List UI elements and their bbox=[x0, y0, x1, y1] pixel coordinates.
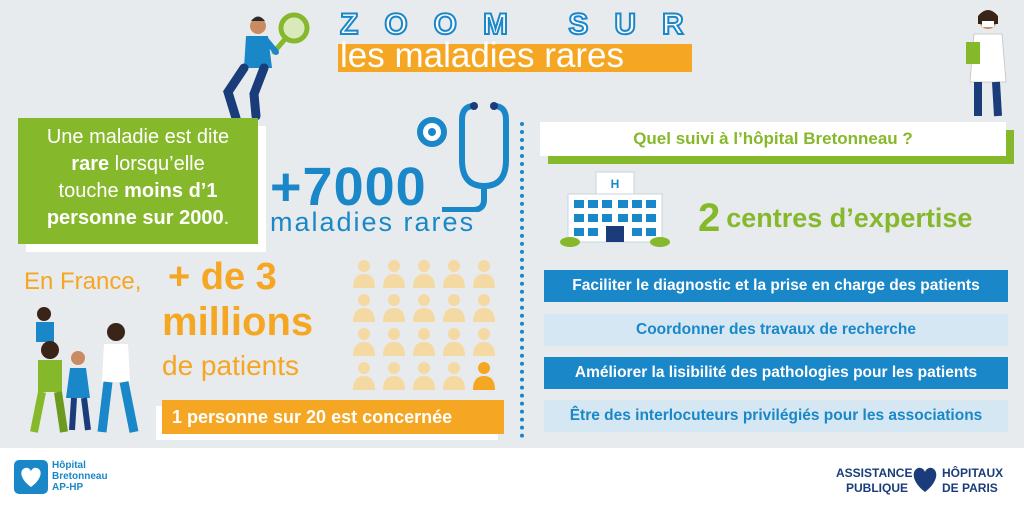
rare-word: rare bbox=[71, 153, 110, 175]
bretonneau-logo-text: Hôpital Bretonneau AP-HP bbox=[52, 460, 108, 493]
person-icon bbox=[353, 260, 375, 288]
researcher-illustration bbox=[223, 12, 310, 120]
person-icon bbox=[353, 294, 375, 322]
person-icon bbox=[383, 260, 405, 288]
section-divider bbox=[520, 122, 524, 438]
bretonneau-logo-icon bbox=[14, 460, 48, 494]
stat-7000-value: +7000 bbox=[270, 157, 427, 217]
france-unit: millions bbox=[162, 300, 314, 344]
person-icon bbox=[473, 328, 495, 356]
person-icon bbox=[353, 362, 375, 390]
family-illustration bbox=[30, 307, 139, 433]
person-icon bbox=[473, 294, 495, 322]
footer bbox=[0, 448, 1024, 512]
person-icon bbox=[443, 328, 465, 356]
centres-expertise: 2 centres d’expertise bbox=[698, 196, 972, 241]
definition-text: Une maladie est dite rare lorsqu’elle to… bbox=[46, 126, 230, 229]
title-band bbox=[338, 44, 692, 72]
mission-item: Faciliter le diagnostic et la prise en c… bbox=[544, 270, 1008, 302]
definition-box: Une maladie est dite rare lorsqu’elle to… bbox=[18, 118, 258, 244]
aphp-text-right: HÔPITAUX DE PARIS bbox=[942, 466, 1004, 495]
zoom-heading: ZOOM SUR bbox=[339, 7, 710, 42]
mission-item: Améliorer la lisibilité des pathologies … bbox=[544, 357, 1008, 389]
person-icon bbox=[383, 362, 405, 390]
svg-text:H: H bbox=[611, 177, 620, 191]
france-prefix: En France, bbox=[24, 268, 142, 295]
person-icon bbox=[383, 294, 405, 322]
person-icon bbox=[353, 328, 375, 356]
person-icon bbox=[413, 362, 435, 390]
aphp-heart-icon bbox=[913, 467, 937, 492]
person-icon bbox=[473, 260, 495, 288]
question-box: Quel suivi à l’hôpital Bretonneau ? bbox=[540, 122, 1006, 156]
person-icon bbox=[443, 362, 465, 390]
stat-7000-label: maladies rares bbox=[270, 207, 476, 237]
doctor-illustration bbox=[966, 10, 1007, 117]
person-icon bbox=[443, 294, 465, 322]
stethoscope-icon bbox=[417, 102, 509, 212]
person-icon bbox=[413, 260, 435, 288]
person-icon-highlighted bbox=[473, 362, 495, 390]
centres-label: centres d’expertise bbox=[726, 203, 973, 233]
page-title: les maladies rares bbox=[340, 36, 624, 75]
centres-number: 2 bbox=[698, 196, 721, 240]
person-icon bbox=[413, 328, 435, 356]
person-icon bbox=[383, 328, 405, 356]
france-suffix: de patients bbox=[162, 350, 299, 381]
person-icon bbox=[443, 260, 465, 288]
mission-item: Être des interlocuteurs privilégiés pour… bbox=[544, 400, 1008, 432]
france-value: + de 3 bbox=[168, 256, 277, 298]
hospital-icon: H bbox=[560, 171, 670, 247]
person-icon bbox=[413, 294, 435, 322]
ratio-banner: 1 personne sur 20 est concernée bbox=[162, 400, 504, 434]
people-grid bbox=[353, 260, 495, 390]
aphp-text-left: ASSISTANCE PUBLIQUE bbox=[836, 466, 913, 495]
mission-item: Coordonner des travaux de recherche bbox=[544, 314, 1008, 346]
